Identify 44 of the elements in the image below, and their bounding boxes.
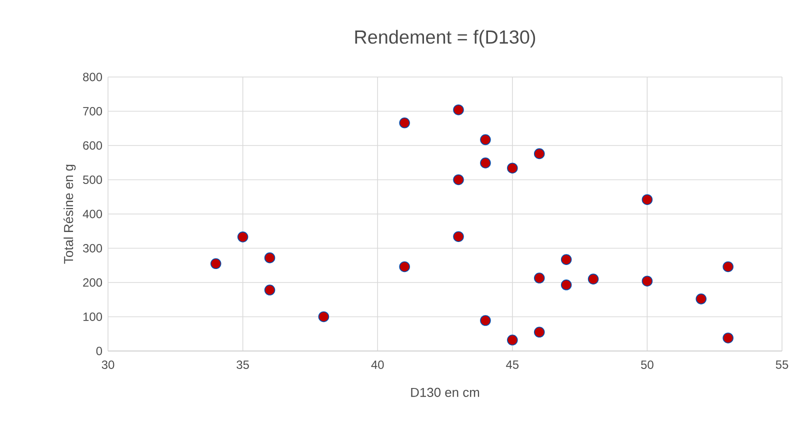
y-tick-label: 0 [96, 346, 102, 356]
x-tick-label: 35 [236, 360, 249, 369]
y-tick-label: 500 [83, 176, 102, 184]
point [264, 284, 276, 296]
y-tick-label: 200 [83, 278, 102, 287]
y-tick-label: 100 [83, 312, 102, 321]
y-tick-label: 300 [82, 244, 102, 252]
point [399, 261, 410, 272]
point [696, 294, 707, 304]
point [264, 252, 276, 264]
point [480, 158, 491, 168]
point [480, 134, 491, 146]
x-axis-title: D130 en cm [411, 388, 480, 397]
point [642, 194, 653, 206]
y-tick-label: 700 [83, 107, 102, 116]
x-tick-label: 45 [506, 360, 519, 369]
point [480, 315, 491, 326]
point [722, 261, 734, 272]
point [560, 254, 572, 265]
point [642, 276, 653, 287]
x-tick-label: 30 [102, 360, 114, 369]
point [237, 232, 248, 242]
x-tick-label: 50 [641, 360, 654, 369]
point [318, 311, 330, 322]
point [722, 332, 734, 344]
point [210, 258, 222, 270]
point [453, 104, 464, 116]
point [453, 231, 464, 242]
point [507, 334, 518, 346]
x-tick-label: 40 [371, 360, 384, 369]
y-axis-title: Total Résine en g [63, 164, 76, 264]
point [534, 148, 545, 160]
x-tick-label: 55 [776, 360, 788, 369]
point [560, 279, 572, 290]
y-tick-label: 800 [83, 72, 102, 82]
y-tick-label: 400 [82, 210, 102, 218]
y-tick-label: 600 [83, 141, 102, 150]
point [588, 274, 599, 284]
point [399, 117, 410, 128]
chart-title: Rendement = f(D130) [355, 30, 536, 48]
point [453, 174, 464, 186]
point [534, 326, 545, 338]
point [534, 272, 545, 284]
point [507, 162, 518, 174]
